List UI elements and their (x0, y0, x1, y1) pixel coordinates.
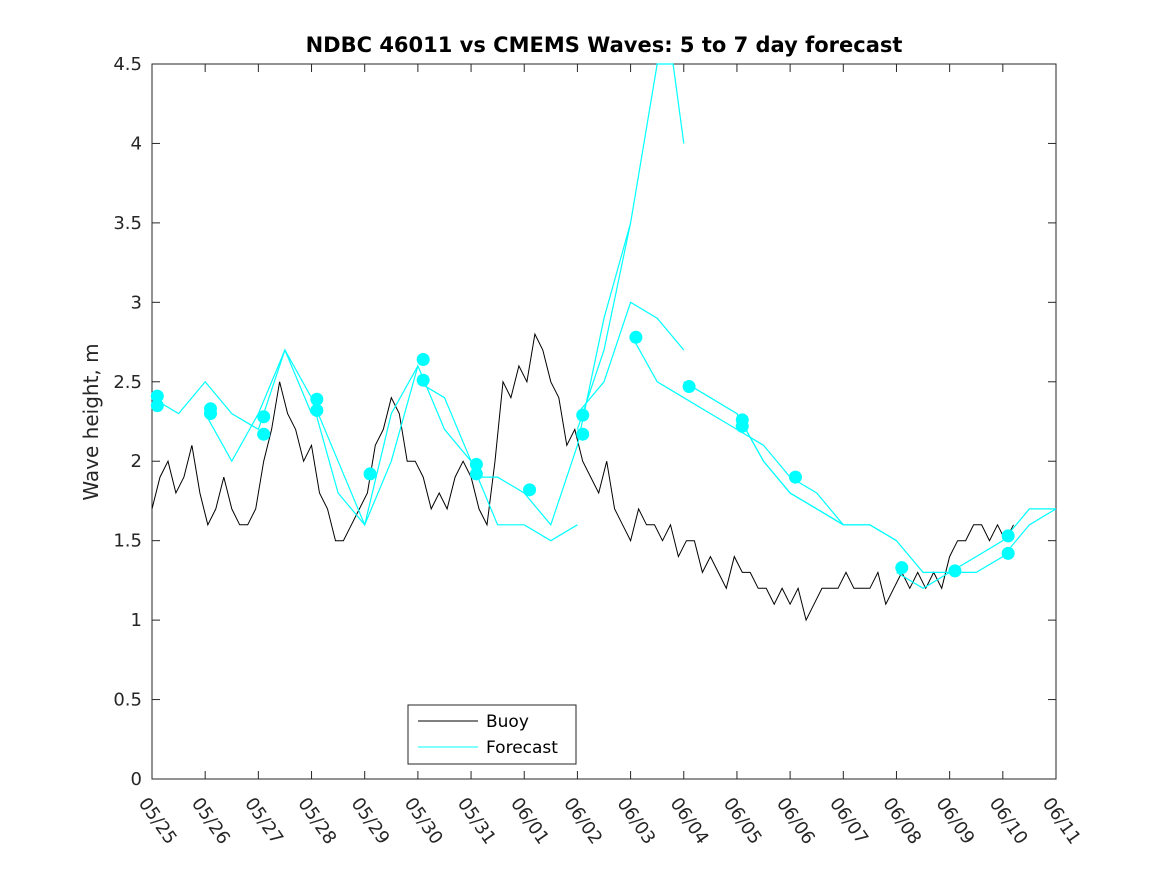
x-tick-label: 06/06 (772, 794, 819, 849)
x-tick-label: 06/09 (932, 794, 979, 849)
x-tick-label: 05/31 (453, 794, 500, 849)
forecast-marker (735, 419, 749, 433)
forecast-marker (257, 427, 271, 441)
x-tick-label: 06/01 (506, 794, 553, 849)
forecast-marker (150, 389, 164, 403)
plot-frame (151, 63, 1057, 780)
y-ticks: 0 0.5 1 1.5 2 2.5 3 3.5 4 4.5 (113, 54, 1056, 790)
y-tick-label: 4.5 (113, 54, 142, 75)
forecast-marker (682, 380, 696, 394)
y-tick-label: 0.5 (113, 690, 142, 711)
x-tick-label: 05/28 (293, 794, 340, 849)
forecast-line (630, 333, 791, 478)
y-tick-label: 0 (131, 769, 142, 790)
forecast-marker (523, 483, 537, 497)
forecast-line (576, 63, 685, 430)
y-tick-label: 3 (131, 292, 142, 313)
forecast-marker (416, 373, 430, 387)
x-tick-label: 05/25 (134, 794, 181, 849)
forecast-marker (469, 457, 483, 471)
forecast-marker (1001, 529, 1015, 543)
buoy-line (151, 332, 1014, 622)
chart-title: NDBC 46011 vs CMEMS Waves: 5 to 7 day fo… (306, 33, 903, 57)
legend-label-buoy: Buoy (486, 712, 529, 732)
forecast-line (151, 380, 259, 430)
forecast-marker (895, 561, 909, 575)
legend: Buoy Forecast (407, 704, 577, 765)
forecast-marker (257, 410, 271, 424)
x-tick-label: 06/03 (612, 794, 659, 849)
forecast-line (576, 301, 685, 414)
forecast-line (471, 222, 632, 527)
x-tick-label: 06/05 (719, 794, 766, 849)
forecast-line (310, 364, 472, 527)
x-tick-label: 06/07 (825, 794, 872, 849)
forecast-marker (1001, 546, 1015, 560)
y-tick-label: 3.5 (113, 213, 142, 234)
forecast-marker (150, 399, 164, 413)
forecast-marker (416, 353, 430, 367)
x-tick-label: 06/08 (878, 794, 925, 849)
forecast-marker (203, 407, 217, 421)
forecast-line (896, 508, 1056, 589)
x-tick-label: 05/29 (347, 794, 394, 849)
y-tick-label: 2 (131, 451, 142, 472)
forecast-marker (948, 564, 962, 578)
x-tick-label: 06/11 (1038, 794, 1085, 849)
y-tick-label: 2.5 (113, 372, 142, 393)
x-tick-label: 05/26 (187, 794, 234, 849)
legend-box (407, 704, 577, 765)
y-tick-label: 4 (131, 133, 142, 154)
forecast-marker (310, 403, 324, 417)
y-axis-label: Wave height, m (79, 343, 103, 500)
forecast-marker (310, 392, 324, 406)
y-tick-label: 1 (131, 610, 142, 631)
forecast-marker (629, 330, 643, 344)
y-tick-label: 1.5 (113, 531, 142, 552)
x-tick-label: 06/10 (985, 794, 1032, 849)
x-tick-label: 05/27 (240, 794, 287, 849)
x-tick-label: 06/02 (559, 794, 606, 849)
forecast-marker (576, 408, 590, 422)
forecast-line (417, 381, 578, 542)
legend-label-forecast: Forecast (486, 738, 558, 758)
x-tick-label: 05/30 (400, 794, 447, 849)
forecast-marker (788, 470, 802, 484)
series-forecast (150, 63, 1057, 589)
forecast-marker (363, 467, 377, 481)
forecast-marker (469, 467, 483, 481)
forecast-line (257, 348, 419, 527)
plot-area (151, 63, 1057, 780)
series-buoy (151, 332, 1014, 622)
forecast-marker (576, 427, 590, 441)
forecast-line (789, 476, 950, 573)
x-tick-label: 06/04 (666, 794, 713, 849)
